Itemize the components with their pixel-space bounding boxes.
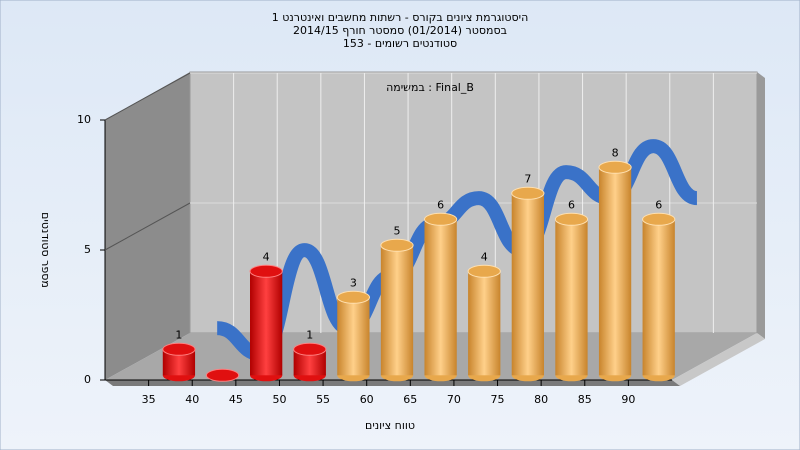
x-tick-label: 80 — [534, 393, 548, 406]
value-label: 1 — [306, 328, 313, 341]
x-tick-label: 60 — [360, 393, 374, 406]
bar-top — [336, 290, 371, 304]
x-tick-label: 90 — [621, 393, 635, 406]
bar — [511, 186, 545, 382]
value-label: 6 — [568, 198, 575, 211]
grid-line — [104, 72, 191, 121]
y-tick-label: 10 — [77, 113, 91, 126]
value-label: 3 — [350, 276, 357, 289]
y-axis-label: מספר סטודנטים — [39, 212, 52, 288]
value-label: 4 — [481, 250, 488, 263]
bar — [380, 238, 414, 382]
bar-top — [642, 212, 676, 226]
bar-body — [511, 193, 544, 376]
bar — [162, 342, 196, 382]
title-line: בסמסטר (01/2014) סמסטר חורף 2014/15 — [293, 24, 507, 37]
value-label: 4 — [263, 250, 270, 263]
title: היסטוגרמת ציונים בקורס - רשתות מחשבים וא… — [272, 11, 529, 50]
x-tick-label: 50 — [272, 393, 286, 406]
bar-body — [598, 167, 632, 376]
bar-top — [511, 186, 545, 200]
x-tick-label: 65 — [403, 393, 417, 406]
x-tick-label: 35 — [142, 393, 156, 406]
bar-top — [293, 342, 327, 356]
value-label: 6 — [437, 198, 444, 211]
wall-edge — [757, 72, 765, 339]
floor-edge — [672, 333, 765, 386]
bar — [598, 160, 632, 382]
subtitle: במשימה : Final_B — [386, 81, 474, 94]
value-label: 1 — [175, 328, 182, 341]
x-tick-label: 70 — [447, 393, 461, 406]
bar-body — [555, 219, 588, 376]
x-tick-label: 75 — [491, 393, 505, 406]
bar-top — [380, 238, 414, 252]
bar-top — [249, 264, 283, 278]
bar — [423, 212, 458, 382]
floor-front — [105, 380, 680, 386]
bar-top — [467, 264, 501, 278]
grid-line — [104, 202, 191, 251]
bar — [336, 290, 371, 382]
x-tick-label: 85 — [578, 393, 592, 406]
bar-top — [423, 212, 458, 226]
bar — [554, 212, 589, 382]
y-tick-label: 5 — [84, 243, 91, 256]
bar — [249, 264, 283, 382]
bar-body — [337, 297, 370, 376]
value-label: 7 — [524, 172, 531, 185]
bar-top — [205, 368, 240, 382]
bar-top — [554, 212, 589, 226]
bar — [467, 264, 501, 382]
bar-body — [380, 245, 414, 376]
x-axis-label: טווח ציונים — [365, 419, 415, 432]
bar-body — [468, 271, 501, 376]
y-tick-label: 0 — [84, 373, 91, 386]
bar-top — [598, 160, 632, 174]
title-line: היסטוגרמת ציונים בקורס - רשתות מחשבים וא… — [272, 11, 529, 24]
bar-body — [424, 219, 457, 376]
bar — [205, 368, 240, 382]
value-label: 5 — [394, 224, 401, 237]
bar — [293, 342, 327, 382]
bar — [642, 212, 676, 382]
bar-body — [250, 271, 283, 376]
title-line: סטודנטים רשומים - 153 — [343, 37, 457, 50]
bar-top — [162, 342, 196, 356]
value-label: 6 — [655, 198, 662, 211]
value-label: 8 — [612, 146, 619, 159]
x-tick-label: 55 — [316, 393, 330, 406]
x-tick-label: 45 — [229, 393, 243, 406]
x-tick-label: 40 — [185, 393, 199, 406]
bar-body — [642, 219, 675, 376]
